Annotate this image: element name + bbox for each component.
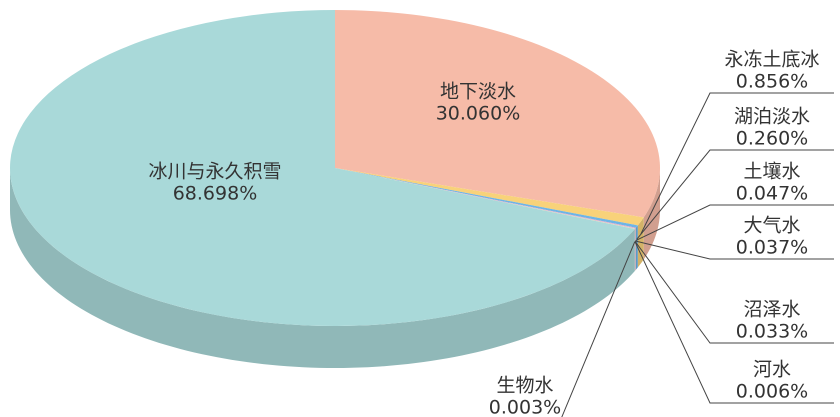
pie-slice — [335, 168, 636, 229]
slice-value: 30.060% — [436, 103, 521, 125]
leader-line — [634, 241, 834, 404]
pie-slice — [335, 10, 660, 218]
leader-line — [635, 240, 834, 260]
leader-line — [634, 241, 834, 344]
leader-line — [635, 204, 834, 242]
slice-value: 0.037% — [736, 237, 808, 259]
pie-side — [635, 225, 638, 270]
slice-name: 永冻土底冰 — [724, 49, 819, 71]
slice-value: 0.006% — [736, 381, 808, 403]
leader-line — [640, 92, 834, 235]
slice-name: 湖泊淡水 — [734, 106, 810, 128]
pie-slice — [335, 168, 638, 228]
pie-slice — [335, 168, 636, 229]
leader-line — [636, 149, 834, 240]
slice-name: 河水 — [753, 359, 791, 381]
slice-value: 0.856% — [736, 71, 808, 93]
pie-slice — [335, 168, 644, 226]
pie-side — [643, 168, 660, 260]
leader-line — [561, 241, 636, 417]
slice-value: 68.698% — [173, 183, 258, 205]
slice-name: 冰川与永久积雪 — [148, 161, 281, 183]
pie-slice — [335, 168, 635, 229]
pie-slice — [10, 10, 635, 327]
slice-name: 沼泽水 — [743, 299, 800, 321]
slice-value: 0.033% — [736, 321, 808, 343]
slice-name: 大气水 — [743, 215, 800, 237]
slice-name: 土壤水 — [743, 161, 800, 183]
slice-name: 地下淡水 — [440, 81, 516, 103]
slice-value: 0.260% — [736, 128, 808, 150]
slice-name: 生物水 — [496, 375, 553, 397]
slice-value: 0.003% — [489, 397, 561, 417]
slice-value: 0.047% — [736, 183, 808, 205]
pie-tops — [10, 10, 660, 327]
pie-side — [10, 168, 635, 368]
pie-slice — [335, 168, 635, 229]
pie-slice — [335, 168, 636, 229]
